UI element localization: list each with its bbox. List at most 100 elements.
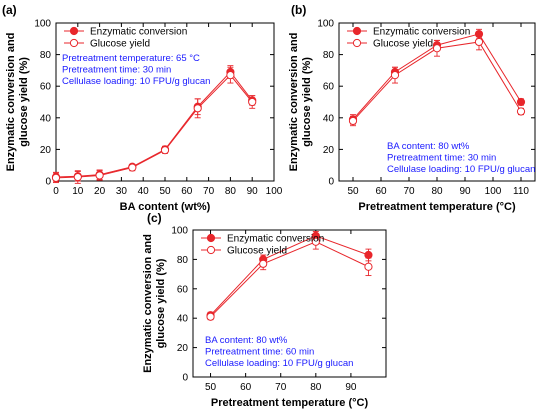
legend-label: Glucose yield — [227, 246, 287, 257]
x-tick-label: 90 — [345, 382, 357, 393]
annotation-line: Cellulase loading: 10 FPU/g glucan — [387, 164, 535, 175]
y-tick-label: 40 — [177, 314, 189, 325]
y-axis-title-line: Enzymatic conversion and — [5, 33, 17, 172]
x-tick-label: 60 — [375, 186, 387, 197]
data-point — [516, 97, 526, 107]
annotation-line: Cellulase loading: 10 FPU/g glucan — [205, 358, 353, 369]
y-tick-label: 100 — [317, 19, 334, 30]
annotation-line: BA content: 80 wt% — [205, 335, 288, 346]
annotation-line: BA content: 80 wt% — [387, 141, 470, 152]
y-tick-label: 80 — [323, 50, 335, 61]
y-tick-label: 40 — [323, 113, 335, 124]
legend-label: Enzymatic conversion — [90, 27, 187, 38]
y-tick-label: 80 — [177, 255, 189, 266]
y-tick-label: 60 — [177, 284, 189, 295]
x-tick-label: 40 — [138, 186, 150, 197]
y-axis-title-line: glucose yield (%) — [18, 57, 30, 147]
data-point — [160, 146, 170, 155]
panel-label: (a) — [2, 3, 17, 17]
x-tick-label: 0 — [53, 186, 59, 197]
series-1 — [206, 233, 373, 321]
data-point — [516, 107, 526, 116]
x-tick-label: 80 — [225, 186, 237, 197]
x-tick-label: 70 — [203, 186, 215, 197]
x-axis-title: Pretreatment temperature (°C) — [211, 397, 369, 409]
y-tick-label: 40 — [40, 113, 52, 124]
data-point — [432, 44, 442, 53]
x-tick-label: 20 — [94, 186, 106, 197]
annotation-line: Pretreatment time: 60 min — [205, 347, 314, 358]
legend-label: Glucose yield — [373, 39, 433, 50]
annotation-line: Cellulase loading: 10 FPU/g glucan — [62, 76, 210, 87]
annotation: BA content: 80 wt%Pretreatment time: 60 … — [205, 335, 353, 369]
x-tick-label: 10 — [72, 186, 84, 197]
data-point — [348, 116, 358, 126]
data-point — [193, 104, 202, 113]
x-tick-label: 90 — [459, 186, 471, 197]
data-point — [128, 163, 137, 172]
chart-panel-0: (a) 0 10 20 30 40 50 60 70 80 90 100 0 20 40 60 80 100 BA … — [2, 3, 283, 213]
y-axis-title-line: Enzymatic conversion and — [288, 33, 300, 172]
annotation-line: Pretreatment temperature: 65 °C — [62, 53, 200, 64]
y-tick-label: 20 — [177, 343, 189, 354]
legend-marker — [206, 233, 216, 243]
legend-marker — [352, 26, 362, 36]
series-line — [210, 235, 369, 316]
data-point — [206, 312, 215, 321]
plot-frame — [55, 22, 275, 182]
data-point — [51, 173, 61, 182]
x-tick-label: 50 — [205, 382, 217, 393]
panel-label: (c) — [147, 211, 162, 225]
y-tick-label: 0 — [45, 177, 51, 188]
x-tick-label: 90 — [247, 186, 259, 197]
legend-label: Glucose yield — [90, 39, 150, 50]
series-line — [210, 241, 369, 318]
data-point — [390, 71, 400, 80]
legend-marker — [206, 245, 216, 255]
data-point — [73, 172, 82, 182]
y-axis-title-line: Enzymatic conversion and — [142, 234, 154, 373]
y-axis-title-line: glucose yield (%) — [155, 258, 167, 348]
y-axis-title: Enzymatic conversion and glucose yield (%… — [288, 33, 313, 172]
x-tick-label: 80 — [431, 186, 443, 197]
x-tick-label: 70 — [275, 382, 287, 393]
y-axis-title: Enzymatic conversion and glucose yield (%… — [142, 234, 167, 373]
legend-marker — [69, 38, 79, 48]
panel-label: (b) — [291, 3, 306, 17]
chart-panel-2: (c) 50 60 70 80 90 0 20 40 60 80 100 Pretreatment te… — [142, 211, 387, 409]
y-tick-label: 60 — [323, 82, 335, 93]
x-tick-label: 60 — [240, 382, 252, 393]
x-tick-label: 100 — [485, 186, 502, 197]
x-tick-label: 50 — [347, 186, 359, 197]
x-tick-label: 30 — [116, 186, 128, 197]
y-tick-label: 100 — [171, 226, 188, 237]
x-axis-title: BA content (wt%) — [120, 201, 211, 213]
chart-panel-1: (b) 50 60 70 80 90 100 110 0 20 40 60 80 100 Pretreatm… — [288, 3, 536, 213]
data-point — [259, 259, 268, 268]
x-tick-label: 50 — [159, 186, 171, 197]
annotation: BA content: 80 wt%Pretreatment time: 30 … — [387, 141, 535, 175]
x-tick-label: 70 — [403, 186, 415, 197]
data-point — [248, 97, 257, 107]
legend-label: Enzymatic conversion — [227, 234, 324, 245]
y-axis-title: Enzymatic conversion and glucose yield (%… — [5, 33, 30, 172]
series-1 — [51, 66, 257, 184]
y-tick-label: 100 — [34, 19, 51, 30]
y-tick-label: 20 — [40, 145, 52, 156]
x-tick-label: 60 — [181, 186, 193, 197]
annotation: Pretreatment temperature: 65 °CPretreatm… — [62, 53, 210, 87]
x-tick-label: 110 — [513, 186, 529, 197]
legend-marker — [69, 26, 79, 36]
series-line — [55, 71, 253, 178]
series-line — [55, 74, 253, 179]
y-tick-label: 60 — [40, 82, 52, 93]
y-tick-label: 20 — [323, 145, 335, 156]
y-tick-label: 0 — [182, 373, 188, 384]
y-tick-label: 80 — [40, 50, 52, 61]
y-axis-title-line: glucose yield (%) — [301, 57, 313, 147]
legend-marker — [352, 38, 362, 48]
